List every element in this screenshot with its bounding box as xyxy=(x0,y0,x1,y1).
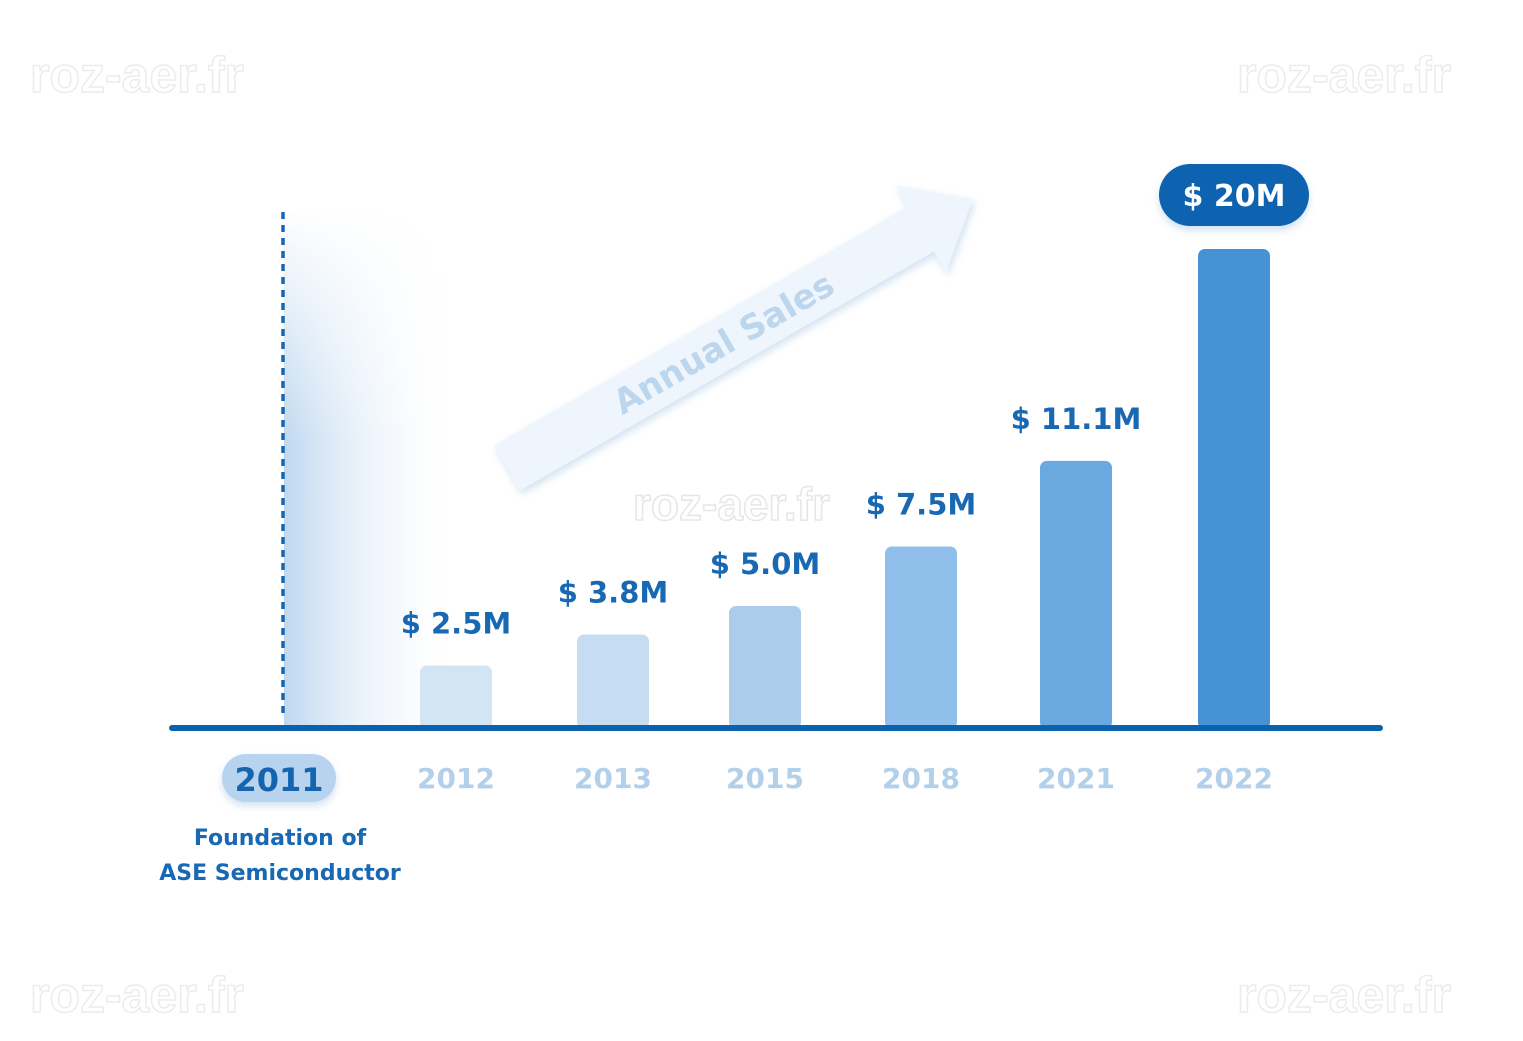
year-label-2015: 2015 xyxy=(726,762,804,795)
year-label-2013: 2013 xyxy=(574,762,652,795)
year-label-2022: 2022 xyxy=(1195,762,1273,795)
bar-2022 xyxy=(1198,249,1270,729)
trend-arrow-label: Annual Sales xyxy=(607,265,842,424)
bar-2018 xyxy=(885,546,957,729)
founding-fade-top xyxy=(280,205,470,730)
bar-2015 xyxy=(729,606,801,729)
value-label-2018: $ 7.5M xyxy=(866,488,977,522)
value-label-2015: $ 5.0M xyxy=(710,547,821,581)
value-label-2022: $ 20M xyxy=(1183,179,1286,214)
bars-group: $ 2.5M $ 3.8M $ 5.0M $ 7.5M $ 11.1M $ 20M xyxy=(401,164,1309,729)
year-label-2021: 2021 xyxy=(1037,762,1115,795)
value-label-2013: $ 3.8M xyxy=(558,576,669,610)
watermark-bottom-left: roz-aer.fr xyxy=(30,967,244,1023)
founding-caption-line-1: Foundation of xyxy=(194,826,367,851)
bar-2012 xyxy=(420,665,492,729)
watermark-top-left: roz-aer.fr xyxy=(30,47,244,103)
trend-arrow: Annual Sales xyxy=(494,185,973,491)
peak-value-pill xyxy=(1159,164,1309,226)
founding-caption-line-2: ASE Semiconductor xyxy=(159,861,401,886)
year-labels-group: 2012 2013 2015 2018 2021 2022 xyxy=(417,762,1273,795)
founding-year-pill xyxy=(222,754,336,802)
watermark-center: roz-aer.fr xyxy=(633,478,830,530)
value-label-2012: $ 2.5M xyxy=(401,607,512,641)
trend-arrow-shape xyxy=(494,185,973,491)
bar-2021 xyxy=(1040,460,1112,729)
watermark-bottom-right: roz-aer.fr xyxy=(1237,967,1451,1023)
founding-year-label: 2011 xyxy=(234,761,323,799)
watermark-top-right: roz-aer.fr xyxy=(1237,47,1451,103)
year-label-2018: 2018 xyxy=(882,762,960,795)
bar-2013 xyxy=(577,634,649,729)
value-label-2021: $ 11.1M xyxy=(1011,402,1142,436)
year-label-2012: 2012 xyxy=(417,762,495,795)
